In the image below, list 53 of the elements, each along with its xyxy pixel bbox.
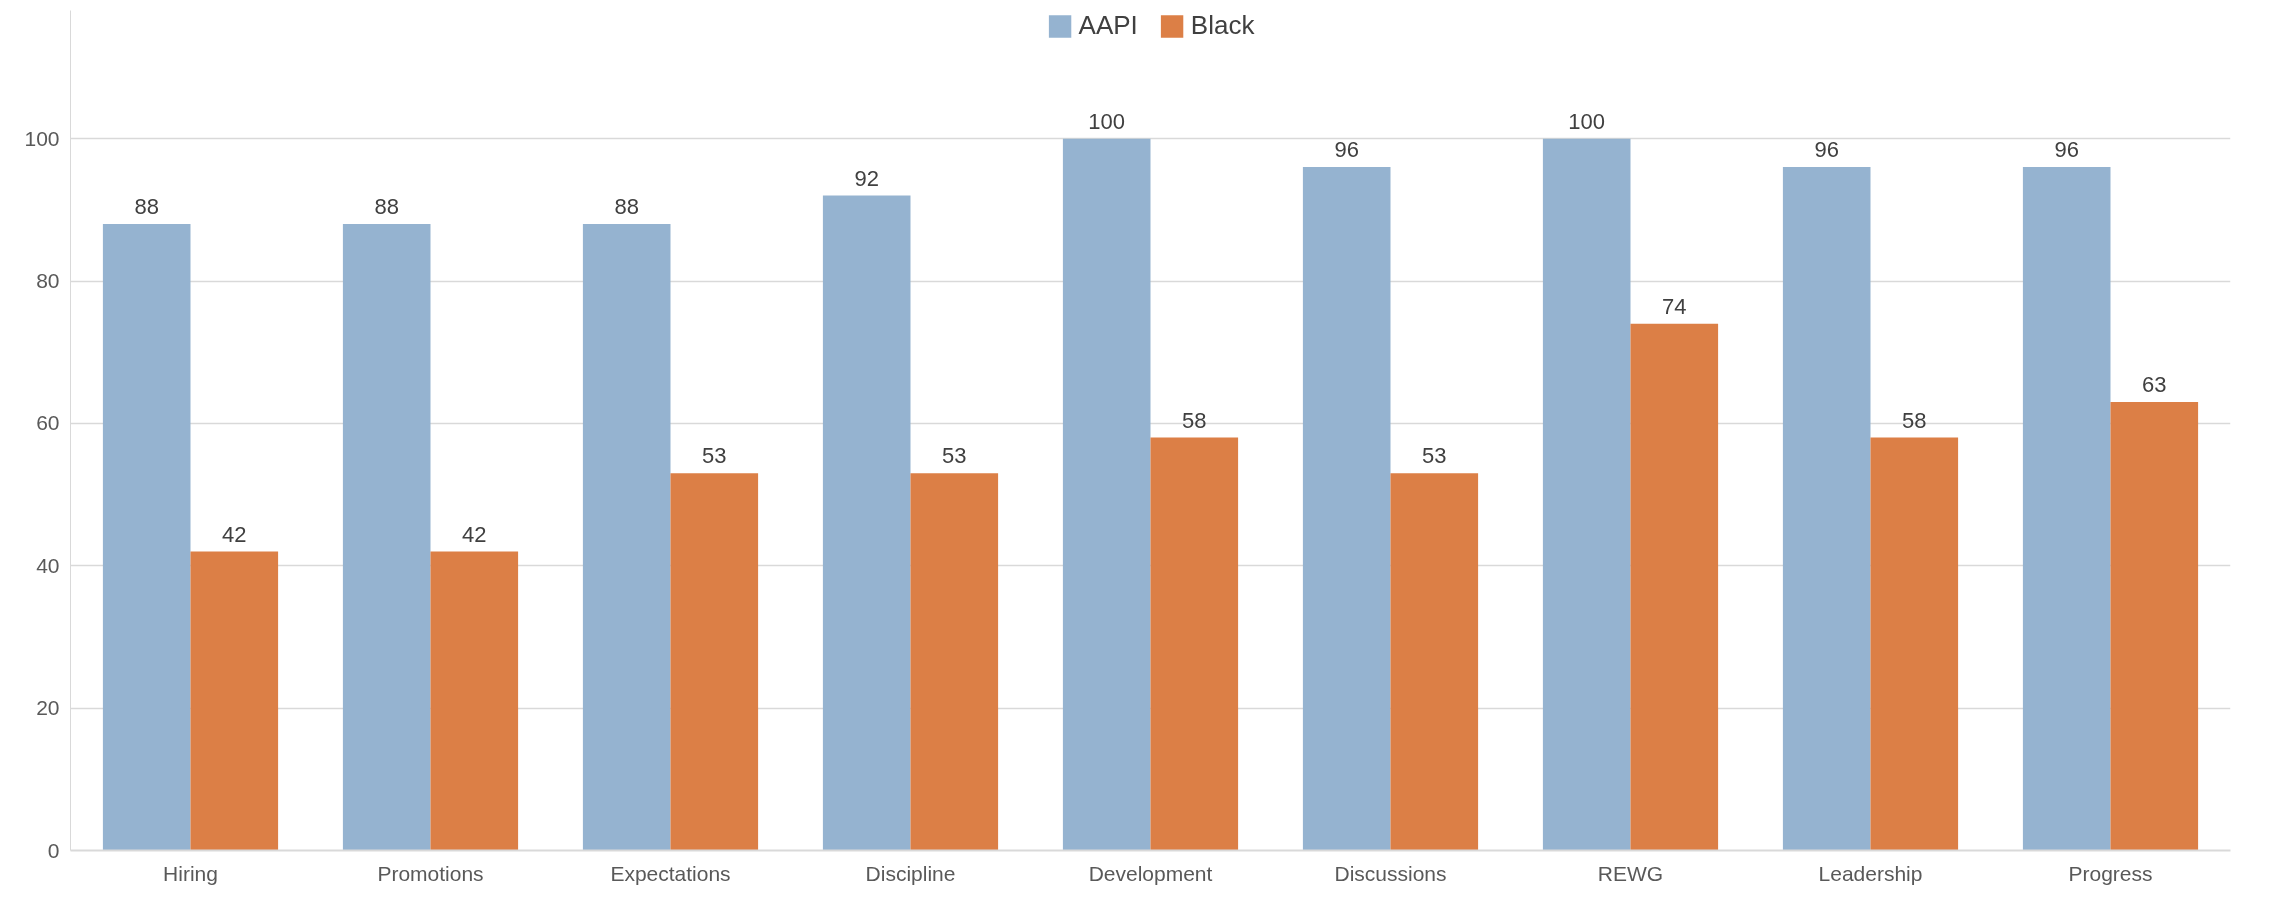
y-tick-label: 40 (36, 553, 60, 577)
bar (2110, 402, 2199, 851)
data-label: 100 (1568, 108, 1606, 134)
y-tick-label: 60 (36, 411, 60, 435)
bar (582, 224, 671, 851)
data-label: 58 (1902, 407, 1927, 433)
bar (1542, 138, 1631, 851)
data-label: 88 (374, 194, 399, 220)
data-label: 53 (702, 443, 727, 469)
x-tick-label: Discipline (865, 861, 956, 885)
x-tick-label: Hiring (163, 861, 218, 885)
bar (1782, 167, 1871, 851)
x-tick-label: Discussions (1334, 861, 1447, 885)
data-label: 100 (1088, 108, 1126, 134)
data-label: 96 (2054, 137, 2079, 163)
data-label: 88 (614, 194, 639, 220)
bar (1630, 323, 1719, 851)
data-label: 63 (2142, 372, 2167, 398)
bar (1150, 437, 1239, 851)
legend-label: Black (1190, 10, 1255, 41)
bar (430, 551, 519, 851)
data-label: 42 (222, 521, 247, 547)
x-tick-label: REWG (1597, 861, 1664, 885)
bar (822, 195, 911, 851)
data-label: 42 (462, 521, 487, 547)
bar (1390, 473, 1479, 851)
bar (1062, 138, 1151, 851)
x-tick-label: Expectations (610, 861, 731, 885)
data-label: 88 (134, 194, 159, 220)
x-tick-label: Promotions (377, 861, 484, 885)
bar (102, 224, 191, 851)
x-tick-label: Progress (2068, 861, 2153, 885)
data-label: 96 (1814, 137, 1839, 163)
y-tick-label: 20 (36, 696, 60, 720)
y-tick-label: 80 (36, 269, 60, 293)
data-label: 92 (854, 165, 879, 191)
bar (342, 224, 431, 851)
y-tick-label: 0 (47, 838, 60, 862)
y-tick-label: 100 (24, 126, 60, 150)
bar (190, 551, 279, 851)
bar (910, 473, 999, 851)
data-label: 74 (1662, 293, 1687, 319)
data-label: 53 (1422, 443, 1447, 469)
legend-label: AAPI (1078, 10, 1138, 41)
data-label: 53 (942, 443, 967, 469)
data-label: 96 (1334, 137, 1359, 163)
bar (1302, 167, 1391, 851)
bar (2022, 167, 2111, 851)
x-tick-label: Development (1088, 861, 1213, 885)
bar (1870, 437, 1959, 851)
bar (670, 473, 759, 851)
x-tick-label: Leadership (1818, 861, 1923, 885)
data-label: 58 (1182, 407, 1207, 433)
